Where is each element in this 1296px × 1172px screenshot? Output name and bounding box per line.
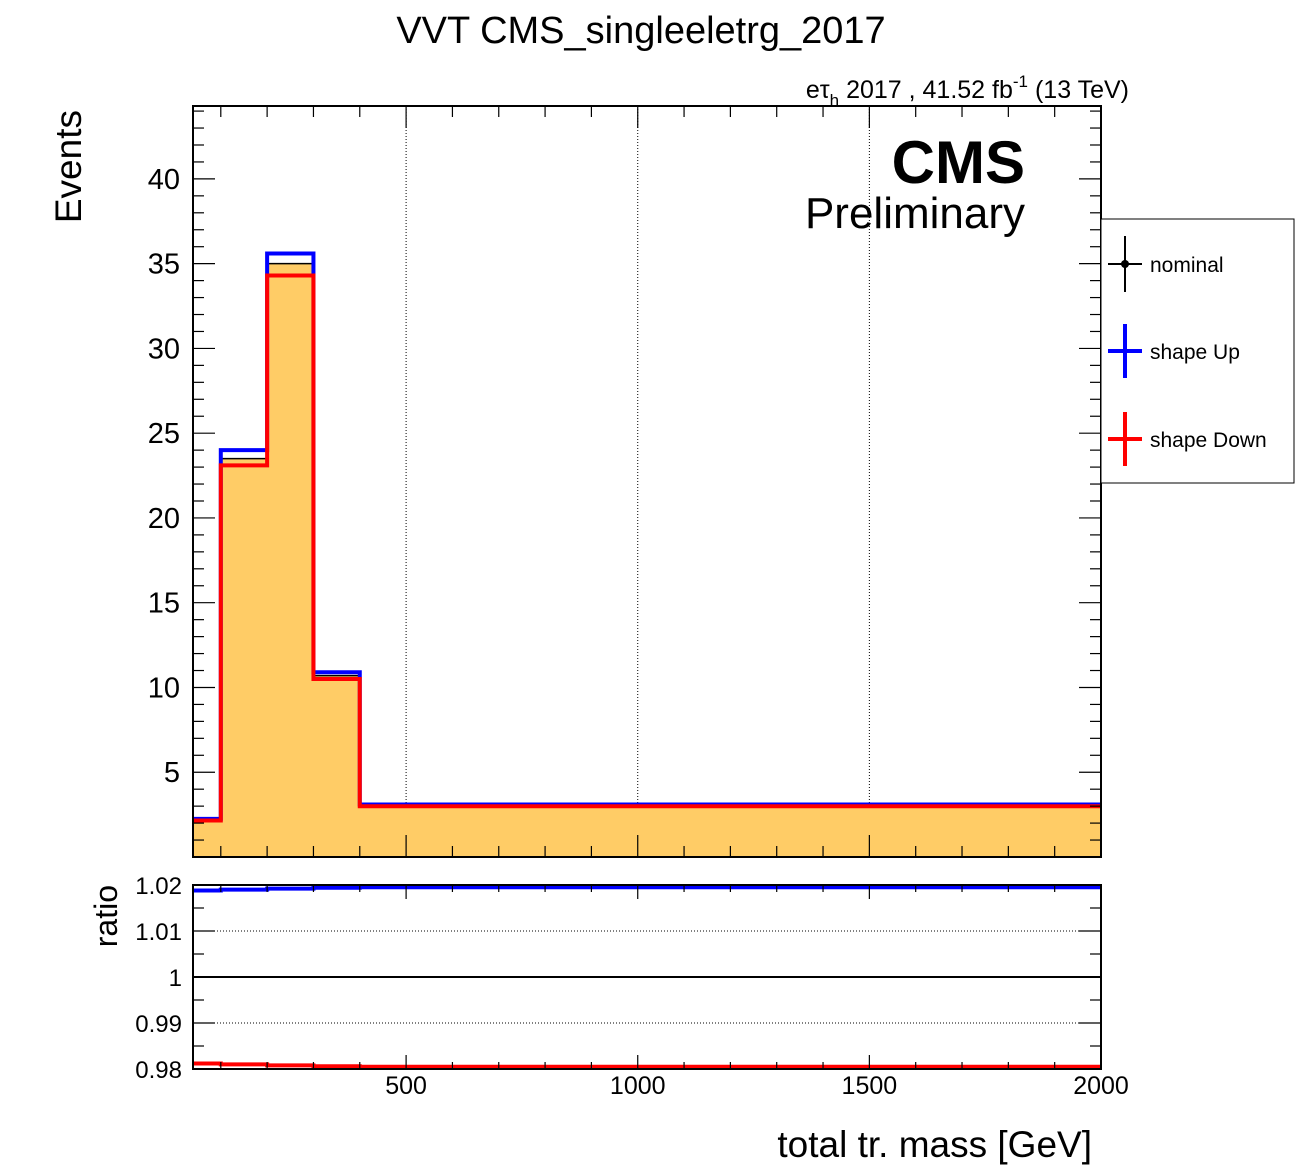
main-y-axis-label: Events [48,110,89,223]
legend: nominal shape Up shape Down [1100,218,1295,484]
ratio-x-tick-labels: 500 1000 1500 2000 [385,1072,1129,1100]
legend-label-nominal: nominal [1150,254,1224,277]
x-tick-label: 500 [385,1072,427,1100]
x-axis-label: total tr. mass [GeV] [777,1124,1092,1165]
main-histograms [193,251,1101,857]
ratio-y-tick-label: 0.99 [135,1011,182,1038]
y-tick-label: 25 [148,418,180,450]
x-tick-label: 1000 [610,1072,666,1100]
ratio-y-tick-label: 1 [169,965,182,992]
y-tick-label: 20 [148,503,180,535]
legend-entry-shape-down: shape Down [1108,412,1267,466]
lumi-label: eτh 2017 , 41.52 fb-1 (13 TeV) [806,72,1129,110]
main-y-tick-labels: 5 10 15 20 25 30 35 40 [148,164,180,789]
x-tick-label: 2000 [1073,1072,1129,1100]
ratio-y-tick-labels: 0.98 0.99 1 1.01 1.02 [135,873,182,1084]
ratio-y-axis-label: ratio [88,885,124,947]
histogram-shape-down [193,273,1101,823]
ratio-grid [193,930,1101,1024]
legend-label-shape-up: shape Up [1150,341,1240,364]
y-tick-label: 35 [148,249,180,281]
x-tick-label: 1500 [842,1072,898,1100]
ratio-ticks [193,884,1102,1070]
chart-title: VVT CMS_singleeletrg_2017 [396,10,885,52]
ratio-shape-down [193,1061,1101,1069]
legend-entry-nominal: nominal [1108,236,1224,292]
main-ticks [193,106,1102,857]
y-tick-label: 5 [164,757,180,789]
main-grid [405,106,870,857]
histogram-nominal [193,262,1101,857]
ratio-shape-up [193,885,1101,893]
legend-entry-shape-up: shape Up [1108,324,1240,378]
y-tick-label: 15 [148,588,180,620]
y-tick-label: 30 [148,333,180,365]
ratio-y-tick-label: 1.02 [135,873,182,900]
cms-sublabel: Preliminary [805,189,1025,238]
legend-label-shape-down: shape Down [1150,429,1267,452]
cms-label: CMS [892,129,1025,196]
y-tick-label: 40 [148,164,180,196]
y-tick-label: 10 [148,672,180,704]
ratio-y-tick-label: 1.01 [135,919,182,946]
ratio-y-tick-label: 0.98 [135,1057,182,1084]
